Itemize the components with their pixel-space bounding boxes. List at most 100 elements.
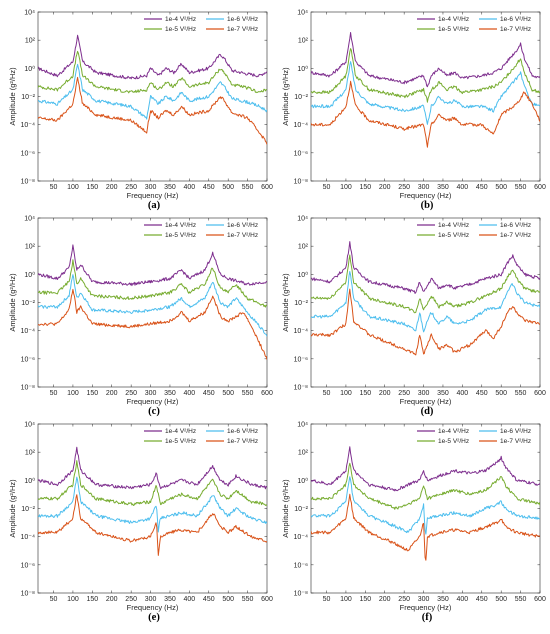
legend-label: 1e-7 V²/Hz xyxy=(500,26,531,33)
x-tick-label: 550 xyxy=(242,390,254,397)
x-tick-label: 450 xyxy=(203,184,215,191)
y-tick-label: 10⁻² xyxy=(21,94,35,101)
x-tick-label: 100 xyxy=(340,184,352,191)
panel-label: (d) xyxy=(421,406,434,417)
x-tick-label: 100 xyxy=(67,596,79,603)
panel-label: (b) xyxy=(421,200,434,211)
x-tick-label: 50 xyxy=(323,184,331,191)
x-tick-label: 50 xyxy=(323,596,331,603)
series-line-1e-6 xyxy=(38,63,267,120)
legend-label: 1e-5 V²/Hz xyxy=(165,232,196,239)
panel-label: (a) xyxy=(148,200,161,211)
y-tick-label: 10⁻⁴ xyxy=(294,328,309,335)
x-tick-label: 400 xyxy=(457,184,469,191)
y-tick-label: 10⁴ xyxy=(24,10,35,17)
legend-label: 1e-4 V²/Hz xyxy=(165,16,196,23)
x-tick-label: 400 xyxy=(184,390,196,397)
x-tick-label: 200 xyxy=(379,390,391,397)
y-tick-label: 10⁻⁸ xyxy=(294,179,308,186)
x-tick-label: 200 xyxy=(106,184,118,191)
x-tick-label: 500 xyxy=(495,596,507,603)
x-tick-label: 450 xyxy=(476,596,488,603)
x-tick-label: 150 xyxy=(86,596,98,603)
series-line-1e-4 xyxy=(311,241,540,294)
y-tick-label: 10⁻⁴ xyxy=(294,534,309,541)
x-tick-label: 500 xyxy=(495,390,507,397)
legend-label: 1e-7 V²/Hz xyxy=(227,232,258,239)
x-tick-label: 300 xyxy=(145,596,157,603)
legend-label: 1e-6 V²/Hz xyxy=(500,16,531,23)
series-line-1e-5 xyxy=(38,460,267,507)
x-tick-label: 100 xyxy=(67,390,79,397)
y-tick-label: 10⁻² xyxy=(21,506,35,513)
legend-label: 1e-5 V²/Hz xyxy=(165,26,196,33)
legend-label: 1e-6 V²/Hz xyxy=(227,222,258,229)
series-group xyxy=(38,34,267,145)
x-tick-label: 550 xyxy=(242,596,254,603)
x-tick-label: 450 xyxy=(476,390,488,397)
x-tick-label: 600 xyxy=(261,184,273,191)
plot-frame xyxy=(37,423,268,594)
y-axis-label: Amplitude (g²/Hz) xyxy=(8,273,17,332)
y-axis-label: Amplitude (g²/Hz) xyxy=(8,479,17,538)
y-tick-label: 10⁻⁶ xyxy=(21,150,35,157)
x-tick-label: 50 xyxy=(323,390,331,397)
series-line-1e-7 xyxy=(311,288,540,356)
series-group xyxy=(311,32,540,148)
panel-label: (f) xyxy=(422,612,433,623)
y-tick-label: 10⁻⁴ xyxy=(21,122,36,129)
y-tick-label: 10⁻⁶ xyxy=(294,150,308,157)
x-tick-label: 400 xyxy=(184,184,196,191)
x-tick-label: 600 xyxy=(534,184,546,191)
y-tick-label: 10² xyxy=(25,38,36,45)
legend-label: 1e-4 V²/Hz xyxy=(165,428,196,435)
x-tick-label: 400 xyxy=(184,596,196,603)
series-line-1e-4 xyxy=(38,244,267,287)
series-line-1e-4 xyxy=(38,34,267,80)
y-tick-label: 10⁴ xyxy=(24,216,35,223)
x-tick-label: 350 xyxy=(437,184,449,191)
x-tick-label: 50 xyxy=(50,596,58,603)
series-line-1e-7 xyxy=(311,80,540,148)
x-tick-label: 450 xyxy=(203,596,215,603)
plot-frame xyxy=(37,217,268,388)
x-tick-label: 450 xyxy=(476,184,488,191)
chart-panel-a: 50 100 150 200 250 300 350 400 450 500 550 600 10⁻⁸ 1… xyxy=(8,10,273,212)
x-tick-label: 350 xyxy=(437,390,449,397)
y-tick-label: 10⁻⁴ xyxy=(294,122,309,129)
x-tick-label: 250 xyxy=(398,596,410,603)
series-line-1e-6 xyxy=(311,61,540,125)
legend: 1e-4 V²/Hz 1e-6 V²/Hz 1e-5 V²/Hz 1e-7 V²/Hz xyxy=(144,16,258,33)
x-tick-label: 300 xyxy=(418,596,430,603)
x-tick-label: 300 xyxy=(145,390,157,397)
legend-label: 1e-5 V²/Hz xyxy=(165,438,196,445)
y-tick-label: 10⁻⁸ xyxy=(21,179,35,186)
x-tick-label: 500 xyxy=(222,596,234,603)
x-tick-label: 600 xyxy=(534,390,546,397)
y-tick-label: 10⁻⁸ xyxy=(294,385,308,392)
y-tick-label: 10⁻⁶ xyxy=(294,562,308,569)
x-axis-label: Frequency (Hz) xyxy=(127,603,179,612)
y-tick-label: 10² xyxy=(25,450,36,457)
x-tick-label: 200 xyxy=(106,596,118,603)
plot-frame xyxy=(310,11,541,182)
x-tick-label: 200 xyxy=(379,596,391,603)
y-tick-label: 10⁰ xyxy=(297,477,308,485)
chart-panel-f: 50 100 150 200 250 300 350 400 450 500 550 600 10⁻⁸ 1… xyxy=(281,422,546,624)
series-line-1e-5 xyxy=(311,462,540,510)
series-line-1e-6 xyxy=(38,476,267,533)
x-axis-label: Frequency (Hz) xyxy=(127,191,179,200)
x-tick-label: 50 xyxy=(50,184,58,191)
x-tick-label: 350 xyxy=(164,184,176,191)
chart-panel-e: 50 100 150 200 250 300 350 400 450 500 550 600 10⁻⁸ 1… xyxy=(8,422,273,624)
y-tick-label: 10⁻⁸ xyxy=(21,385,35,392)
series-line-1e-4 xyxy=(311,32,540,88)
y-tick-label: 10⁴ xyxy=(297,216,308,223)
y-tick-label: 10⁰ xyxy=(297,271,308,279)
y-tick-label: 10⁻⁶ xyxy=(21,356,35,363)
legend-label: 1e-5 V²/Hz xyxy=(438,438,469,445)
y-axis-label: Amplitude (g²/Hz) xyxy=(281,273,290,332)
x-tick-label: 350 xyxy=(164,596,176,603)
x-tick-label: 500 xyxy=(495,184,507,191)
y-tick-label: 10⁻² xyxy=(294,94,308,101)
